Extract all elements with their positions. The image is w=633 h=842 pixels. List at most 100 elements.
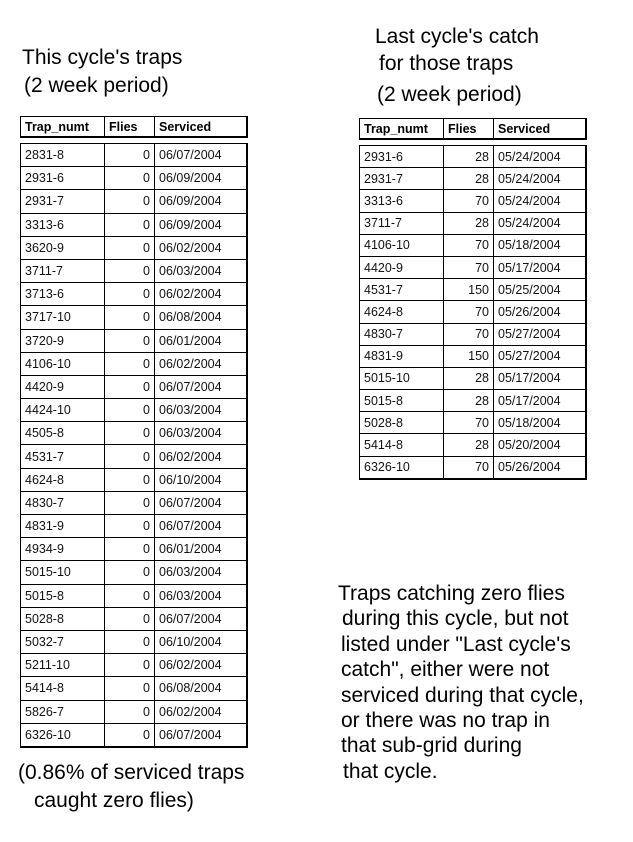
serviced-date-cell: 06/03/2004: [154, 259, 248, 284]
trap-number-cell: 5032-7: [20, 630, 105, 655]
left-table-header: Trap_numt Flies Serviced: [20, 116, 248, 138]
flies-cell: 70: [443, 323, 494, 346]
trap-number-cell: 4106-10: [20, 352, 105, 376]
table-row: 2831-8 0 06/07/2004: [20, 143, 248, 168]
table-row: 2931-6 0 06/09/2004: [20, 166, 248, 191]
serviced-date-cell: 06/07/2004: [154, 143, 248, 168]
trap-number-cell: 2931-6: [20, 166, 105, 191]
trap-number-cell: 3313-6: [359, 189, 444, 213]
trap-number-cell: 4505-8: [20, 421, 105, 446]
trap-number-cell: 5414-8: [20, 676, 105, 701]
serviced-date-cell: 05/18/2004: [493, 234, 587, 257]
note-line: catch", either were not: [341, 658, 550, 682]
flies-cell: 0: [104, 607, 155, 631]
serviced-date-cell: 06/03/2004: [154, 584, 248, 608]
serviced-date-cell: 05/17/2004: [493, 389, 587, 413]
serviced-date-cell: 06/01/2004: [154, 537, 248, 562]
serviced-date-cell: 06/09/2004: [154, 166, 248, 191]
flies-cell: 70: [443, 456, 494, 480]
trap-number-cell: 3717-10: [20, 305, 105, 330]
flies-cell: 0: [104, 514, 155, 539]
table-row: 2931-6 28 05/24/2004: [359, 145, 587, 169]
flies-cell: 0: [104, 398, 155, 423]
serviced-date-cell: 06/02/2004: [154, 352, 248, 376]
column-header: Flies: [104, 116, 155, 137]
trap-number-cell: 5015-8: [359, 389, 444, 413]
note-line: or there was no trap in: [341, 709, 550, 732]
trap-number-cell: 2931-7: [20, 189, 105, 214]
table-row: 4424-10 0 06/03/2004: [20, 398, 248, 423]
flies-cell: 0: [104, 421, 155, 446]
footnote-line-1: (0.86% of serviced traps: [18, 761, 245, 784]
table-row: 4831-9 150 05/27/2004: [359, 345, 587, 368]
flies-cell: 0: [104, 259, 155, 284]
flies-cell: 0: [104, 143, 155, 168]
trap-number-cell: 2831-8: [20, 143, 105, 168]
trap-number-cell: 3713-6: [20, 282, 105, 307]
trap-number-cell: 4420-9: [359, 256, 444, 280]
table-row: 5211-10 0 06/02/2004: [20, 653, 248, 678]
table-row: 3313-6 70 05/24/2004: [359, 189, 587, 213]
trap-number-cell: 5015-10: [359, 367, 444, 391]
table-row: 3720-9 0 06/01/2004: [20, 329, 248, 353]
table-row: 4505-8 0 06/03/2004: [20, 421, 248, 446]
serviced-date-cell: 06/10/2004: [154, 468, 248, 492]
right-title-line-2: for those traps: [379, 52, 514, 75]
flies-cell: 70: [443, 411, 494, 435]
left-title-line-2: (2 week period): [24, 74, 169, 97]
serviced-date-cell: 06/07/2004: [154, 375, 248, 400]
flies-cell: 28: [443, 212, 494, 235]
serviced-date-cell: 05/24/2004: [493, 189, 587, 213]
serviced-date-cell: 05/27/2004: [493, 345, 587, 368]
column-header: Trap_numt: [20, 116, 105, 137]
table-row: 4420-9 0 06/07/2004: [20, 375, 248, 400]
flies-cell: 28: [443, 433, 494, 457]
column-header: Trap_numt: [359, 118, 444, 139]
table-row: 4831-9 0 06/07/2004: [20, 514, 248, 539]
table-row: 5015-8 0 06/03/2004: [20, 584, 248, 608]
flies-cell: 28: [443, 167, 494, 191]
table-row: 6326-10 70 05/26/2004: [359, 456, 587, 480]
table-row: 3713-6 0 06/02/2004: [20, 282, 248, 307]
table-row: 5826-7 0 06/02/2004: [20, 700, 248, 724]
flies-cell: 70: [443, 300, 494, 324]
serviced-date-cell: 06/09/2004: [154, 189, 248, 214]
table-row: 4106-10 0 06/02/2004: [20, 352, 248, 376]
note-line: Traps catching zero flies: [338, 582, 565, 605]
right-title-line-1: Last cycle's catch: [375, 25, 539, 48]
trap-number-cell: 5211-10: [20, 653, 105, 678]
table-row: 4624-8 70 05/26/2004: [359, 300, 587, 324]
table-row: 4531-7 0 06/02/2004: [20, 444, 248, 469]
serviced-date-cell: 06/01/2004: [154, 329, 248, 353]
flies-cell: 0: [104, 723, 155, 748]
serviced-date-cell: 06/02/2004: [154, 236, 248, 260]
table-row: 6326-10 0 06/07/2004: [20, 723, 248, 748]
trap-number-cell: 4934-9: [20, 537, 105, 562]
serviced-date-cell: 05/26/2004: [493, 456, 587, 480]
serviced-date-cell: 06/03/2004: [154, 421, 248, 446]
trap-number-cell: 6326-10: [359, 456, 444, 480]
table-row: 5032-7 0 06/10/2004: [20, 630, 248, 655]
serviced-date-cell: 05/24/2004: [493, 167, 587, 191]
flies-cell: 0: [104, 584, 155, 608]
table-row: 5028-8 0 06/07/2004: [20, 607, 248, 631]
serviced-date-cell: 06/02/2004: [154, 282, 248, 307]
flies-cell: 28: [443, 389, 494, 413]
flies-cell: 0: [104, 236, 155, 260]
serviced-date-cell: 05/25/2004: [493, 278, 587, 302]
serviced-date-cell: 06/08/2004: [154, 305, 248, 330]
serviced-date-cell: 06/02/2004: [154, 653, 248, 678]
note-line: during this cycle, but not: [342, 607, 569, 631]
flies-cell: 0: [104, 166, 155, 191]
trap-number-cell: 4831-9: [20, 514, 105, 539]
footnote-line-2: caught zero flies): [34, 789, 194, 812]
flies-cell: 70: [443, 189, 494, 213]
flies-cell: 0: [104, 468, 155, 492]
flies-cell: 0: [104, 352, 155, 376]
flies-cell: 28: [443, 145, 494, 169]
flies-cell: 28: [443, 367, 494, 391]
right-table: 2931-6 28 05/24/2004 2931-7 28 05/24/2004 3313…: [359, 145, 587, 480]
flies-cell: 0: [104, 305, 155, 330]
flies-cell: 70: [443, 234, 494, 257]
serviced-date-cell: 05/20/2004: [493, 433, 587, 457]
